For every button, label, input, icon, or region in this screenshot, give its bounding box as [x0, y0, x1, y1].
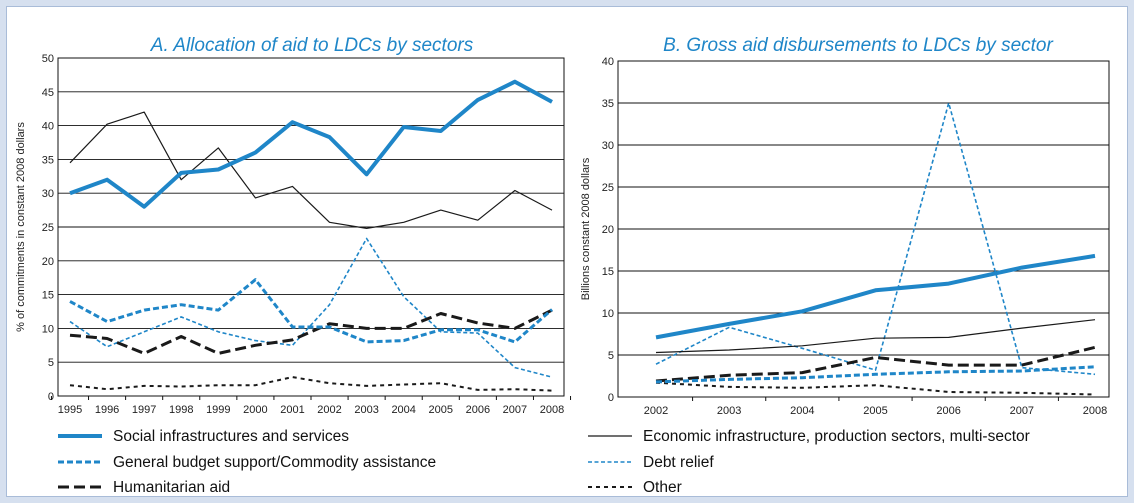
- panel-b-series-other-line: [655, 381, 1096, 396]
- panel-a-y-tick-label: 30: [42, 188, 54, 200]
- legend-label-budget: General budget support/Commodity assista…: [113, 454, 436, 471]
- panel-b-x-tick-label: 2004: [790, 405, 814, 417]
- panel-b-y-tick-label: 35: [602, 98, 614, 110]
- panel-b-y-tick-label: 40: [602, 56, 614, 68]
- panel-a-series-economic-line: [69, 111, 553, 229]
- legend-label-other: Other: [643, 479, 682, 496]
- panel-b-series-humanitarian-line: [655, 345, 1096, 383]
- legend-label-humanitarian: Humanitarian aid: [113, 479, 230, 496]
- panel-a-x-tick-label: 1996: [95, 404, 119, 416]
- panel-a-title: A. Allocation of aid to LDCs by sectors: [150, 35, 474, 56]
- panel-a-x-tick-label: 1998: [169, 404, 193, 416]
- panel-a-y-tick-label: 45: [42, 87, 54, 99]
- panel-a-y-tick-label: 15: [42, 290, 54, 302]
- panel-b-series-budget-line: [655, 365, 1096, 384]
- panel-a-series-debt-line: [69, 237, 553, 378]
- panel-b-x-tick-label: 2008: [1083, 405, 1107, 417]
- panel-a-x-tick-label: 1995: [58, 404, 82, 416]
- panel-b-y-tick-label: 30: [602, 140, 614, 152]
- panel-a-y-tick-label: 40: [42, 121, 54, 133]
- panel-b-y-tick-label: 20: [602, 224, 614, 236]
- panel-b-y-tick-label: 15: [602, 266, 614, 278]
- panel-b-x-tick-label: 2007: [1010, 405, 1034, 417]
- panel-a-series-humanitarian-line: [69, 308, 553, 355]
- panel-a-x-tick-label: 2005: [429, 404, 453, 416]
- panel-a-x-tick-label: 2003: [354, 404, 378, 416]
- panel-b-x-tick-label: 2003: [717, 405, 741, 417]
- panel-b-x-tick-label: 2002: [644, 405, 668, 417]
- panel-a-y-tick-label: 20: [42, 256, 54, 268]
- panel-a-y-axis-label: % of commitments in constant 2008 dollar…: [15, 122, 27, 332]
- panel-a-x-tick-label: 2000: [243, 404, 267, 416]
- figure-frame: [6, 6, 1128, 497]
- panel-a-x-tick-label: 2008: [540, 404, 564, 416]
- panel-a-series-budget-line: [69, 278, 553, 344]
- panel-b-x-tick-label: 2005: [863, 405, 887, 417]
- panel-a-x-tick-label: 2001: [280, 404, 304, 416]
- panel-b-series-debt-line: [655, 102, 1096, 376]
- panel-a-series-social-line: [69, 79, 553, 209]
- panel-b-title: B. Gross aid disbursements to LDCs by se…: [663, 35, 1053, 56]
- panel-b-series-economic-line: [655, 319, 1096, 354]
- panel-b-y-axis-label: Billions constant 2008 dollars: [580, 157, 592, 300]
- panel-b-y-tick-label: 5: [608, 350, 614, 362]
- legend-label-social: Social infrastructures and services: [113, 428, 349, 445]
- panel-a-y-tick-label: 5: [48, 357, 54, 369]
- panel-a-y-tick-label: 0: [48, 391, 54, 403]
- panel-b-y-tick-label: 10: [602, 308, 614, 320]
- panel-a-y-tick-label: 25: [42, 222, 54, 234]
- panel-a-y-tick-label: 50: [42, 53, 54, 65]
- panel-a-x-tick-label: 1999: [206, 404, 230, 416]
- panel-b-series-social-line: [655, 253, 1096, 340]
- panel-b-x-tick-label: 2006: [936, 405, 960, 417]
- panel-a-x-tick-label: 2006: [466, 404, 490, 416]
- panel-a-y-tick-label: 35: [42, 154, 54, 166]
- panel-a-series-other-line: [69, 376, 553, 392]
- panel-b-plot-border: [617, 60, 1110, 398]
- panel-a-x-tick-label: 1997: [132, 404, 156, 416]
- panel-b-y-tick-label: 25: [602, 182, 614, 194]
- panel-a-x-tick-label: 2002: [317, 404, 341, 416]
- panel-a-x-tick-label: 2004: [391, 404, 415, 416]
- panel-a-x-tick-label: 2007: [503, 404, 527, 416]
- legend-label-debt: Debt relief: [643, 454, 714, 471]
- panel-a-y-tick-label: 10: [42, 323, 54, 335]
- panel-b-y-tick-label: 0: [608, 392, 614, 404]
- legend-label-economic: Economic infrastructure, production sect…: [643, 428, 1030, 445]
